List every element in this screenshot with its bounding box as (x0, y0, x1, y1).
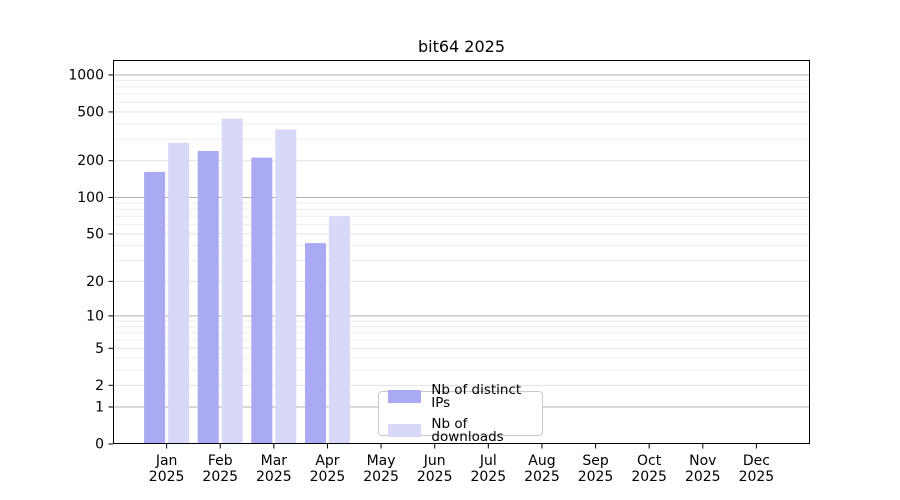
x-tick-label-year: 2025 (363, 469, 399, 485)
x-tick-label-month: Sep (582, 453, 609, 469)
bar-distinct-ips-mar (251, 157, 273, 444)
bar-distinct-ips-jan (144, 171, 166, 444)
legend-swatch-distinct-ips (388, 390, 422, 403)
y-tick-label: 0 (95, 437, 104, 453)
x-tick-label-month: Aug (528, 453, 555, 469)
y-tick-label: 100 (77, 190, 104, 206)
x-tick-label-month: Jan (155, 453, 178, 469)
y-tick-label: 20 (86, 274, 104, 290)
x-tick-label-year: 2025 (310, 469, 346, 485)
legend-label-downloads: Nb of downloads (431, 415, 504, 445)
plot-border (113, 60, 810, 444)
y-tick-label: 50 (86, 226, 104, 242)
x-tick-label-year: 2025 (685, 469, 721, 485)
bar-downloads-apr (328, 216, 350, 444)
x-tick-label-month: Oct (637, 453, 662, 469)
x-tick-label-month: Feb (208, 453, 233, 469)
x-tick-label-month: Nov (689, 453, 716, 469)
x-tick-label-year: 2025 (470, 469, 506, 485)
bar-downloads-mar (275, 129, 297, 444)
y-tick-label: 200 (77, 153, 104, 169)
y-tick-label: 5 (95, 341, 104, 357)
x-tick-label-year: 2025 (149, 469, 185, 485)
y-tick-label: 2 (95, 378, 104, 394)
x-tick-label-year: 2025 (256, 469, 292, 485)
y-tick-label: 1000 (68, 67, 104, 83)
y-tick-label: 1 (95, 399, 104, 415)
bar-downloads-feb (221, 118, 243, 444)
y-tick-label: 10 (86, 308, 104, 324)
legend: Nb of distinct IPs Nb of downloads (378, 383, 543, 443)
x-tick-label-year: 2025 (739, 469, 775, 485)
bar-distinct-ips-feb (197, 151, 219, 444)
x-tick-label-month: Dec (743, 453, 770, 469)
chart-title: bit64 2025 (417, 37, 506, 56)
x-tick-label-year: 2025 (202, 469, 238, 485)
legend-label-distinct-ips: Nb of distinct IPs (431, 381, 522, 411)
x-tick-label-year: 2025 (578, 469, 614, 485)
x-tick-label-month: Jul (479, 453, 497, 469)
legend-item-downloads: Nb of downloads (388, 415, 542, 445)
legend-item-distinct-ips: Nb of distinct IPs (388, 381, 542, 411)
x-tick-label-month: Apr (315, 453, 339, 469)
y-tick-label: 500 (77, 104, 104, 120)
legend-swatch-downloads (388, 424, 422, 437)
x-tick-label-month: May (367, 453, 396, 469)
x-tick-label-year: 2025 (524, 469, 560, 485)
x-tick-label-month: Jun (423, 453, 446, 469)
bar-downloads-jan (168, 142, 190, 444)
bar-distinct-ips-apr (304, 243, 326, 444)
x-tick-label-year: 2025 (417, 469, 453, 485)
x-tick-label-year: 2025 (631, 469, 667, 485)
x-tick-label-month: Mar (261, 453, 288, 469)
